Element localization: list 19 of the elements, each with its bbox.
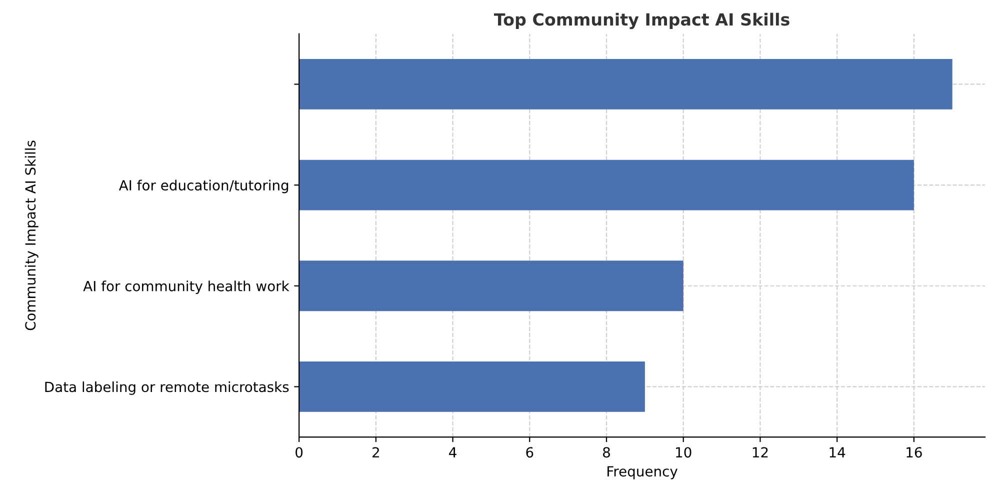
bar (299, 260, 684, 312)
x-tick-label: 16 (906, 447, 922, 458)
y-tick-label: AI for education/tutoring (118, 180, 288, 194)
bar (299, 59, 952, 110)
x-tick-label: 12 (752, 447, 768, 458)
x-tick-label: 10 (676, 447, 692, 458)
x-tick-label: 0 (296, 447, 303, 458)
bar (299, 361, 645, 412)
x-tick-label: 6 (526, 447, 534, 458)
y-tick-label: Data labeling or remote microtasks (45, 381, 289, 395)
x-axis-title: Frequency (608, 466, 678, 480)
chart-title: Top Community Impact AI Skills (494, 12, 790, 30)
x-tick-label: 2 (372, 447, 379, 458)
x-tick-label: 14 (830, 447, 846, 458)
bar (299, 160, 914, 210)
y-tick-label: AI for community health work (83, 280, 290, 294)
x-tick-label: 4 (449, 447, 456, 458)
y-axis-title: Community Impact AI Skills (24, 140, 38, 330)
x-tick-label: 8 (603, 447, 610, 458)
